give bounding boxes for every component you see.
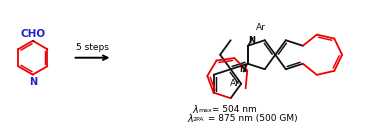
Text: = 504 nm: = 504 nm xyxy=(209,105,257,114)
Text: CHO: CHO xyxy=(20,29,45,39)
Text: N: N xyxy=(29,77,37,87)
Text: 2PA: 2PA xyxy=(193,117,204,122)
Text: Ar: Ar xyxy=(230,79,240,88)
Text: Ar: Ar xyxy=(256,23,266,32)
Text: $\lambda$: $\lambda$ xyxy=(187,112,194,124)
Text: $\lambda$: $\lambda$ xyxy=(192,103,199,115)
Text: N: N xyxy=(240,65,247,74)
Text: N: N xyxy=(249,36,256,45)
Text: = 875 nm (500 GM): = 875 nm (500 GM) xyxy=(205,114,297,123)
Text: 5 steps: 5 steps xyxy=(76,43,109,52)
Text: max: max xyxy=(198,108,212,113)
